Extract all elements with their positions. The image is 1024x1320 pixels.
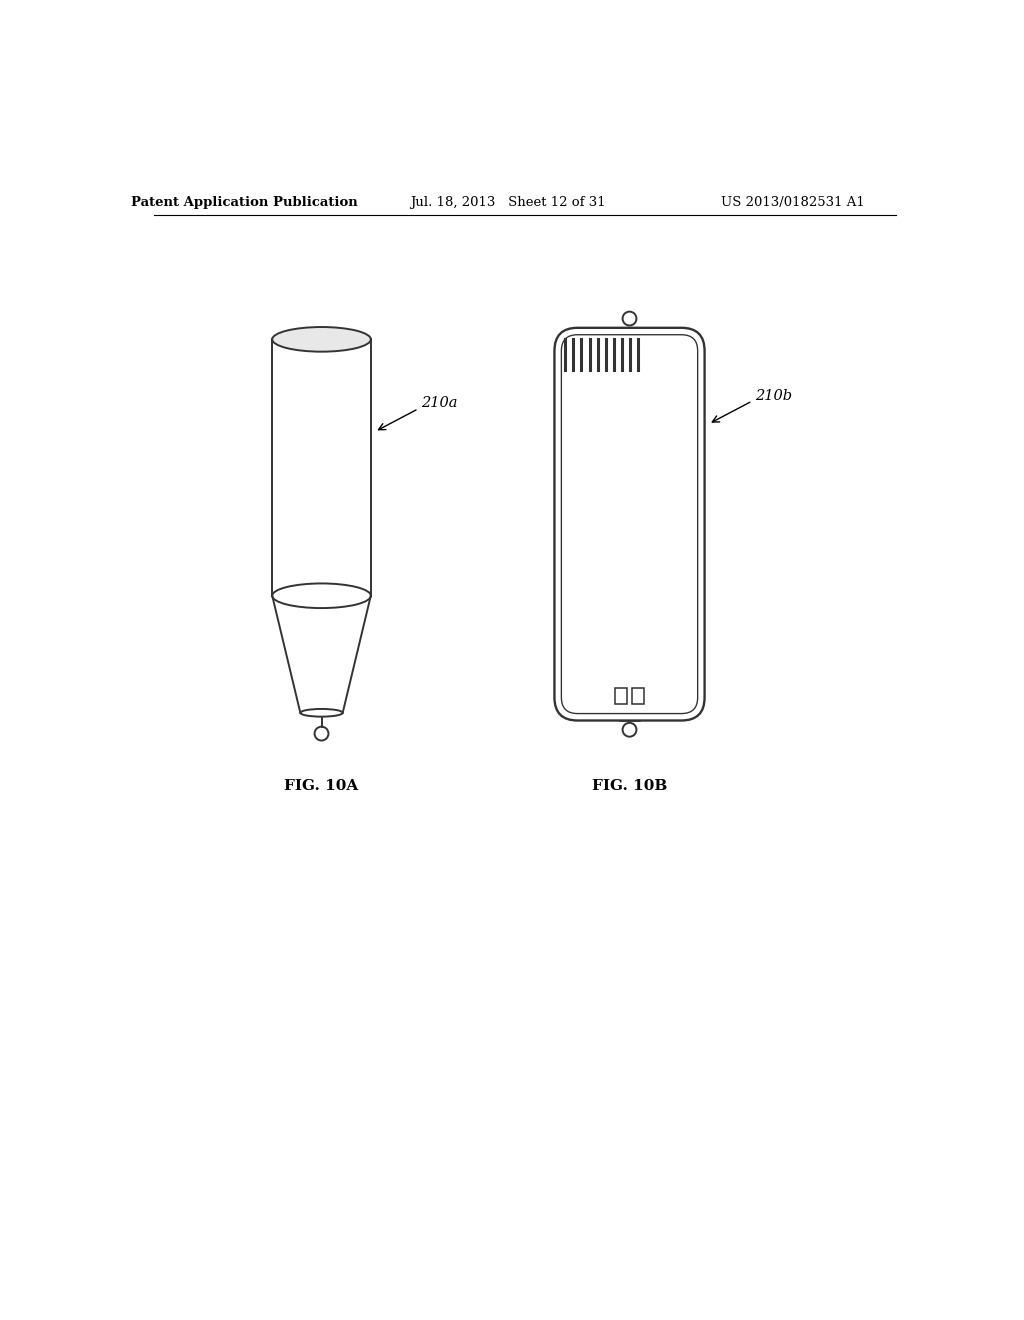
Text: US 2013/0182531 A1: US 2013/0182531 A1 <box>721 195 864 209</box>
Text: 210a: 210a <box>421 396 458 411</box>
Bar <box>632 688 644 704</box>
Text: FIG. 10B: FIG. 10B <box>592 779 668 793</box>
Ellipse shape <box>272 327 371 351</box>
Text: FIG. 10A: FIG. 10A <box>285 779 358 793</box>
Text: 210b: 210b <box>755 388 792 403</box>
Text: Jul. 18, 2013   Sheet 12 of 31: Jul. 18, 2013 Sheet 12 of 31 <box>410 195 605 209</box>
Text: Patent Application Publication: Patent Application Publication <box>131 195 358 209</box>
Bar <box>614 688 628 704</box>
